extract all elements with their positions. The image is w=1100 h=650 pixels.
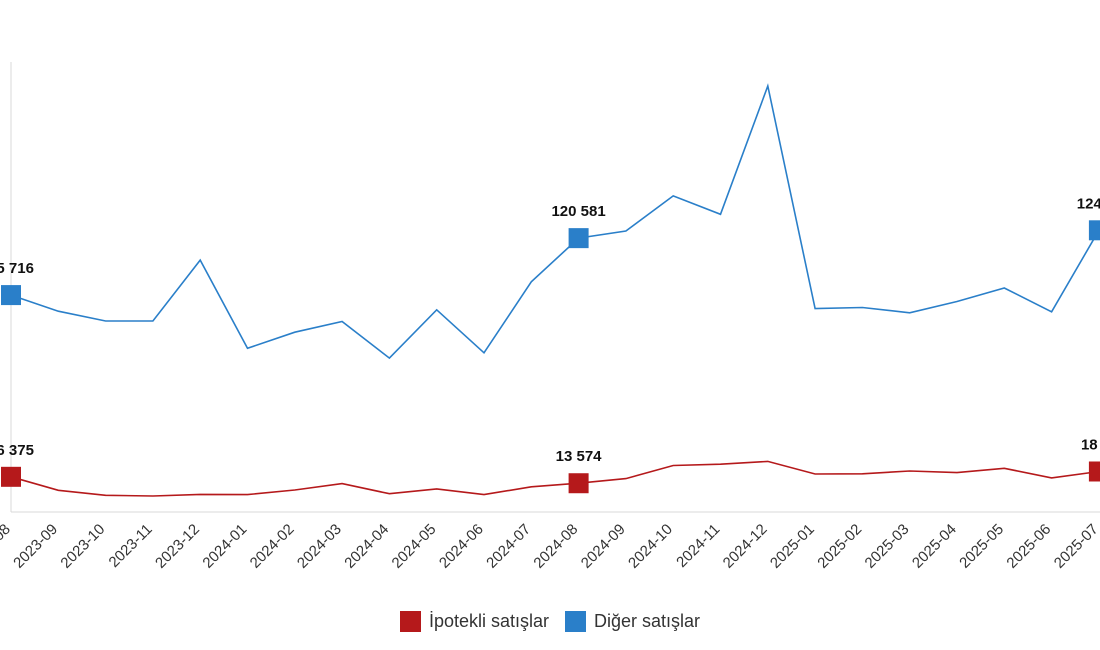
data-label-other: 95 716 (0, 260, 34, 277)
data-label-mortgage: 16 375 (0, 442, 34, 459)
x-tick-label: 2023-10 (57, 521, 108, 572)
x-tick-label: 2023-09 (10, 521, 61, 572)
x-tick-label: 2025-06 (1003, 521, 1054, 572)
x-tick-label: 2024-03 (294, 521, 345, 572)
x-tick-label: 2024-12 (720, 521, 771, 572)
legend-label-mortgage: İpotekli satışlar (428, 611, 550, 631)
x-tick-label: 2024-07 (483, 521, 534, 572)
legend-label-other: Diğer satışlar (594, 611, 701, 631)
legend-swatch-other (565, 611, 587, 632)
point-marker-mortgage (1, 466, 21, 487)
data-label-other: 124 … (1077, 195, 1100, 212)
data-label-other: 120 581 (551, 203, 605, 220)
x-tick-label: 2023-11 (106, 521, 156, 571)
series-line-mortgage (10, 460, 1100, 497)
series-line-other (10, 83, 1100, 360)
x-tick-label: 2024-10 (625, 521, 676, 572)
x-tick-label: 2023-08 (0, 521, 14, 572)
point-marker-other (568, 228, 589, 249)
x-tick-label: 2024-06 (436, 521, 487, 572)
x-tick-label: 2024-08 (530, 521, 581, 572)
x-tick-label: 2025-02 (814, 521, 865, 572)
x-tick-label: 2024-02 (247, 521, 298, 572)
x-tick-label: 2025-03 (862, 521, 913, 572)
x-tick-label: 2025-05 (956, 521, 1007, 572)
data-label-mortgage: 13 574 (556, 448, 603, 465)
x-tick-label: 2024-11 (673, 521, 723, 571)
x-tick-label: 2025-07 (1051, 521, 1100, 572)
data-label-mortgage: 18 … (1081, 436, 1100, 453)
x-tick-label: 2024-04 (341, 521, 392, 572)
x-tick-label: 2025-04 (909, 521, 960, 572)
x-tick-labels: 2023-082023-092023-102023-112023-122024-… (0, 521, 1100, 572)
point-marker-other (1, 285, 21, 306)
x-tick-label: 2024-09 (578, 521, 629, 572)
point-marker-mortgage (568, 473, 589, 494)
x-tick-label: 2025-01 (767, 521, 818, 572)
legend: İpotekli satışlar Diğer satışlar (0, 611, 1100, 632)
x-tick-label: 2023-12 (152, 521, 203, 572)
legend-swatch-mortgage (399, 611, 421, 632)
x-tick-label: 2024-05 (389, 521, 440, 572)
point-marker-mortgage (1088, 461, 1100, 482)
legend-item-other[interactable]: Diğer satışlar (565, 611, 700, 632)
legend-item-mortgage[interactable]: İpotekli satışlar (399, 611, 550, 632)
x-tick-label: 2024-01 (199, 521, 250, 572)
series-layer: 16 375 13 574 18 … 95 716 120 581 124 … (0, 83, 1100, 497)
point-marker-other (1088, 220, 1100, 241)
line-chart: 16 375 13 574 18 … 95 716 120 581 124 … 2023-… (0, 62, 1100, 572)
